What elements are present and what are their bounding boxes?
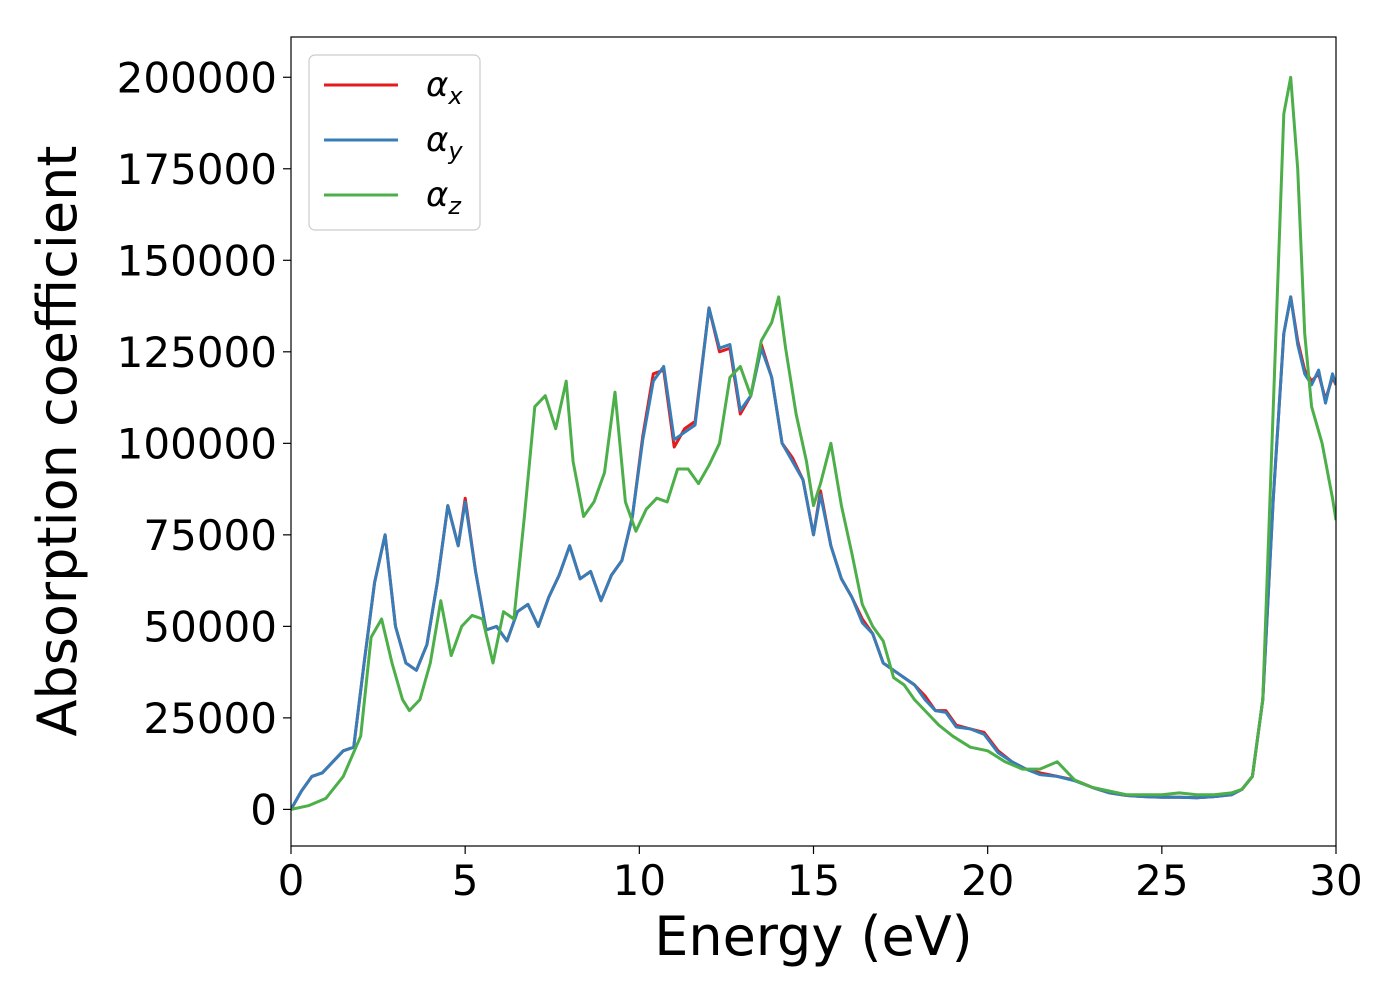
series-line-y [291, 295, 1336, 811]
x-tick-label: 20 [961, 856, 1014, 905]
y-tick-label: 0 [250, 785, 277, 834]
legend: αx αy αz [308, 54, 481, 231]
y-tick-label: 150000 [117, 236, 277, 285]
x-axis: 0 5 10 15 20 25 30 [278, 846, 1363, 905]
series-line-x [291, 295, 1336, 811]
legend-label-x: αx [426, 65, 463, 110]
x-axis-label: Energy (eV) [654, 905, 973, 968]
y-tick-label: 200000 [117, 53, 277, 102]
legend-label-z: αz [426, 175, 462, 220]
y-axis-label: Absorption coefficient [26, 146, 89, 737]
series-line-z [291, 75, 1336, 811]
x-tick-label: 30 [1309, 856, 1362, 905]
y-tick-label: 100000 [117, 419, 277, 468]
x-tick-label: 5 [452, 856, 479, 905]
x-tick-label: 25 [1135, 856, 1188, 905]
x-tick-label: 10 [613, 856, 666, 905]
x-tick-label: 0 [278, 856, 305, 905]
legend-label-y: αy [426, 120, 463, 165]
series-layer [291, 75, 1336, 811]
y-tick-label: 75000 [143, 511, 277, 560]
y-tick-label: 175000 [117, 145, 277, 194]
y-tick-label: 125000 [117, 328, 277, 377]
y-tick-label: 50000 [143, 602, 277, 651]
y-axis: 0 25000 50000 75000 100000 125000 150000 175000… [117, 53, 291, 834]
x-tick-label: 15 [787, 856, 840, 905]
legend-box [308, 54, 481, 231]
y-tick-label: 25000 [143, 694, 277, 743]
